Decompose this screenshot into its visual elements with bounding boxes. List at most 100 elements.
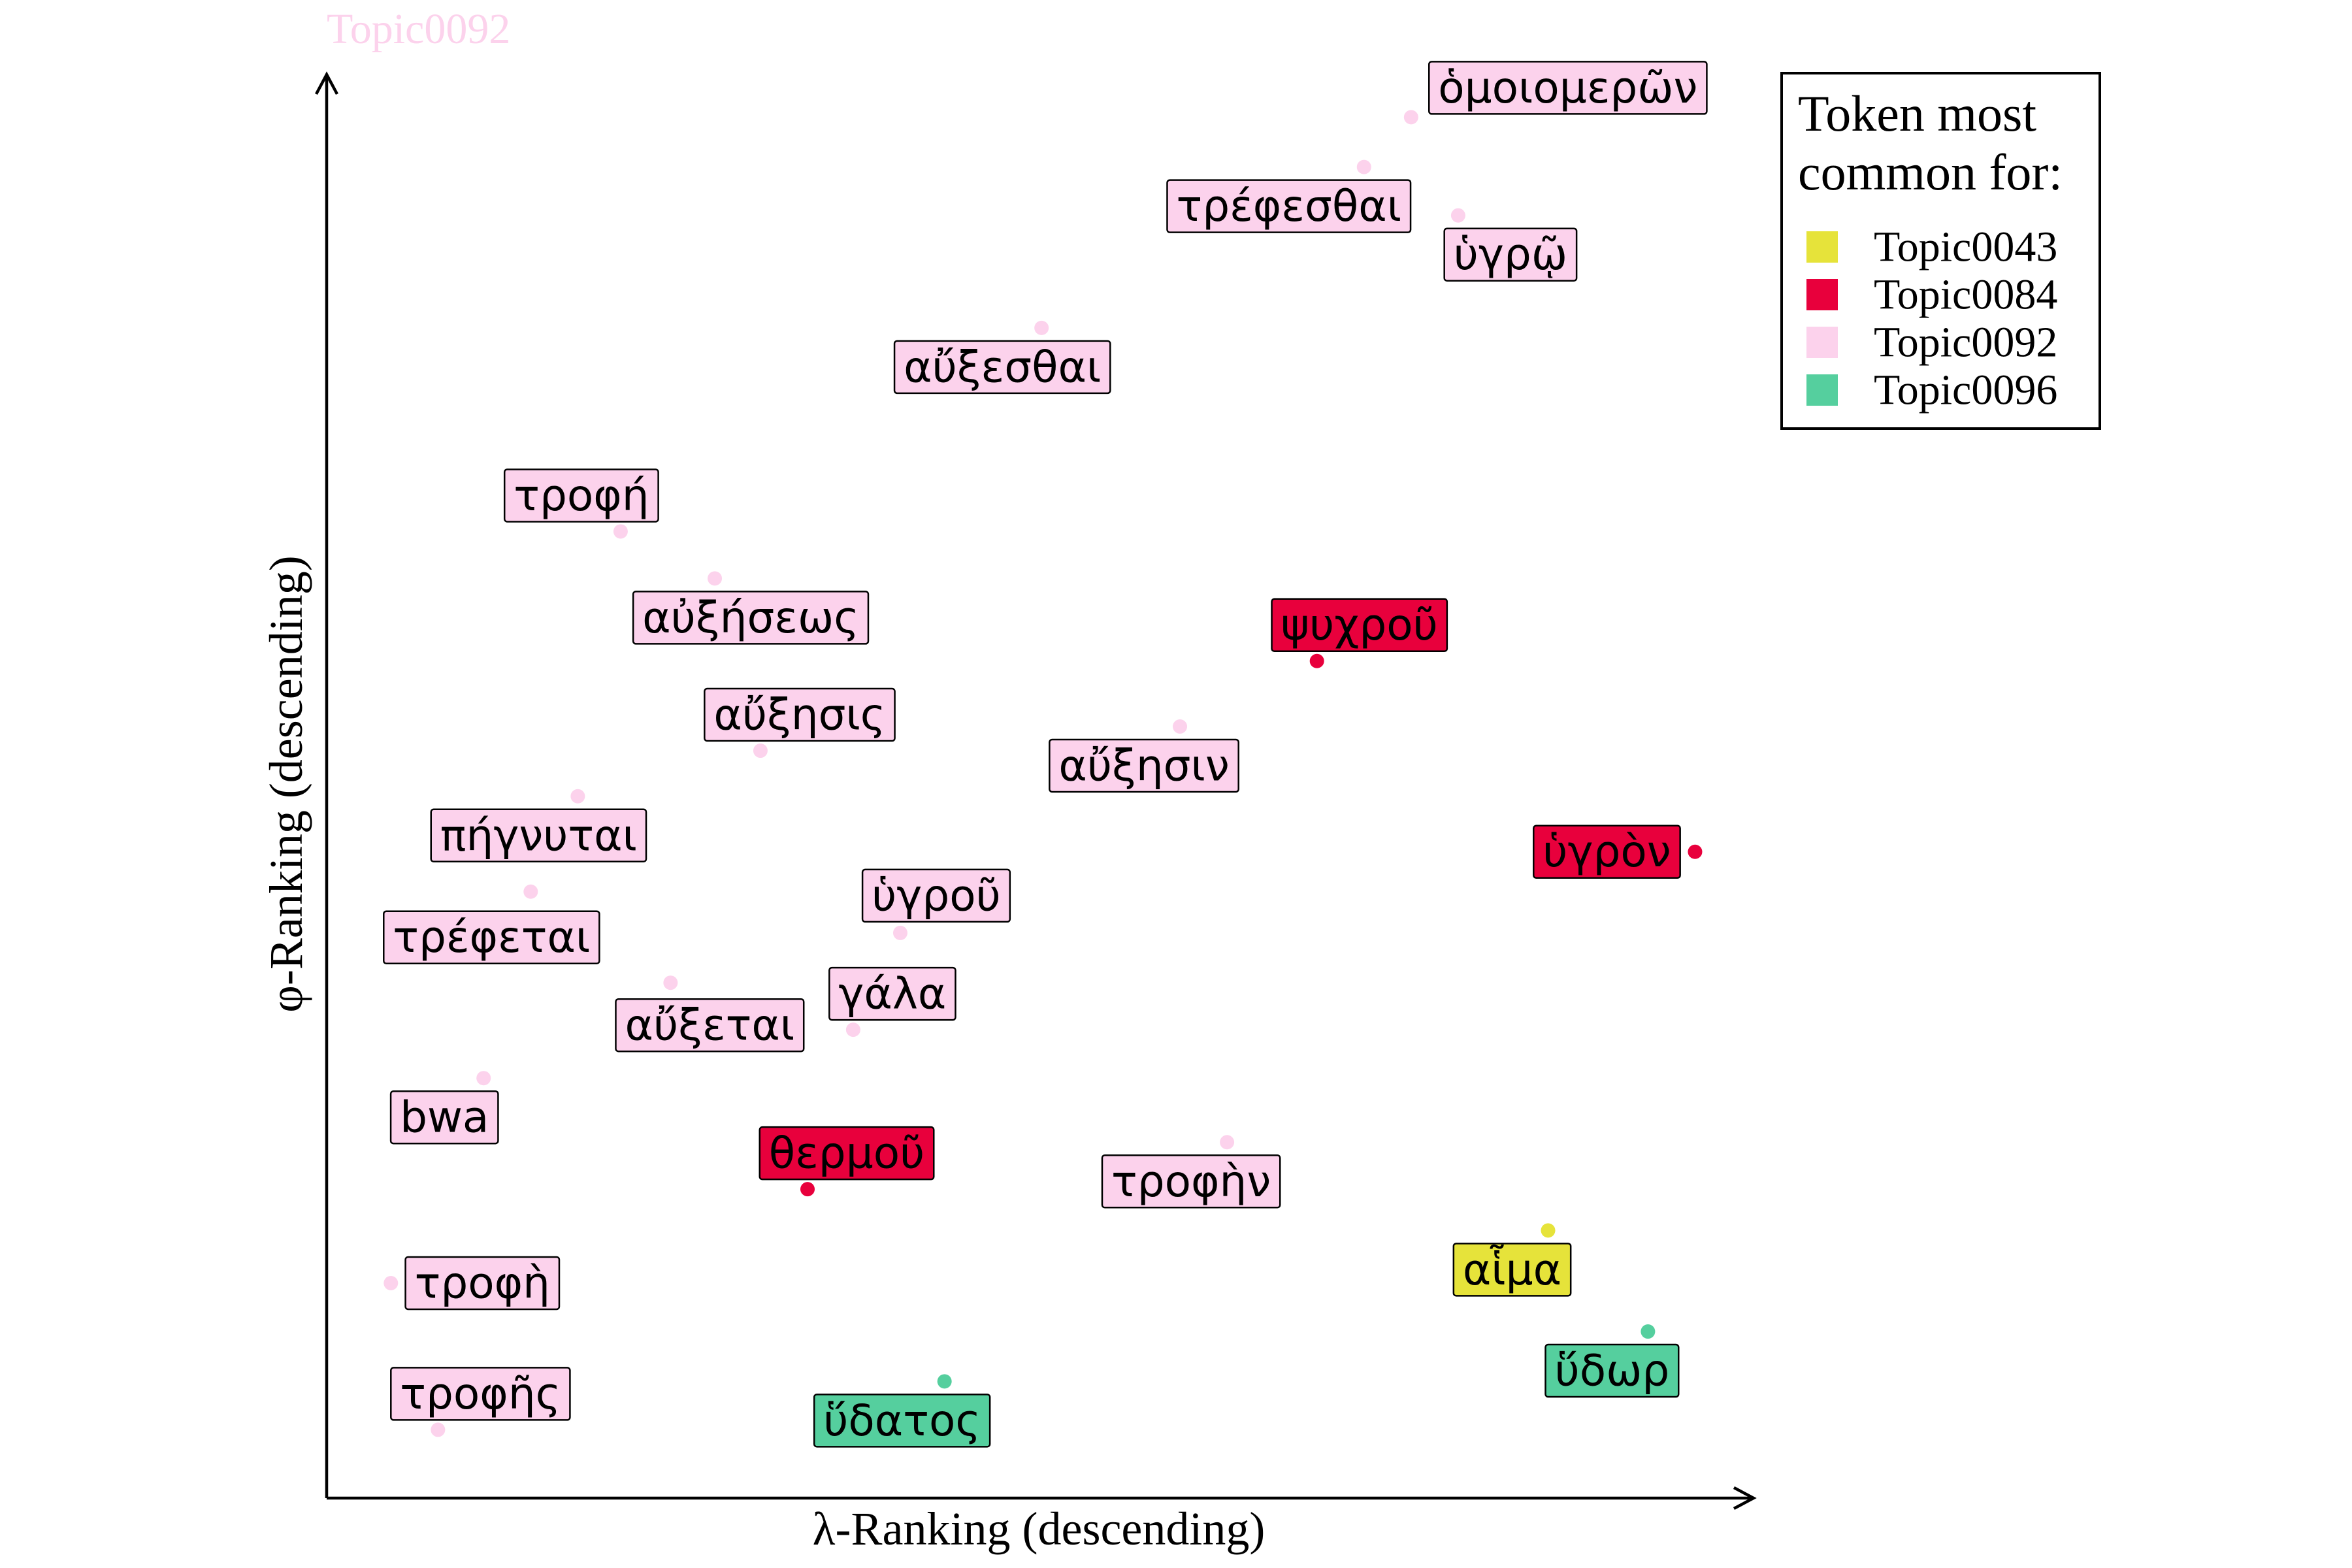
token-label-text: ὁμοιομερῶν xyxy=(1438,63,1697,113)
data-point xyxy=(1403,110,1418,125)
token-label-text: γάλα xyxy=(838,969,946,1019)
token-label-text: αὔξησιν xyxy=(1058,740,1229,791)
token-label-text: τροφὴ xyxy=(415,1258,550,1308)
token-label-text: ὑγρῷ xyxy=(1454,229,1567,280)
token-label-box xyxy=(632,591,870,645)
token-label: ὑγροῦ xyxy=(861,868,1011,923)
token-label-box xyxy=(1533,825,1681,879)
token-label-box xyxy=(1443,227,1578,282)
token-label: θερμοῦ xyxy=(759,1126,935,1181)
token-label: αἷμα xyxy=(1452,1243,1572,1297)
legend: Token most common for: Topic0043Topic008… xyxy=(1780,72,2101,430)
legend-label: Topic0092 xyxy=(1874,319,2057,367)
data-point xyxy=(1034,320,1049,335)
token-label-box xyxy=(1544,1343,1680,1398)
token-label-box xyxy=(1049,738,1239,793)
data-points xyxy=(384,110,1703,1437)
token-label-text: τροφή xyxy=(514,470,649,521)
token-label: ψυχροῦ xyxy=(1271,598,1448,652)
token-label-box xyxy=(1271,598,1448,652)
legend-label: Topic0096 xyxy=(1874,367,2057,414)
legend-title-line-2: common for: xyxy=(1798,144,2063,201)
token-label-text: αὐξήσεως xyxy=(642,593,859,643)
legend-swatch xyxy=(1806,231,1838,263)
token-label: τροφή xyxy=(503,468,659,523)
data-point xyxy=(523,884,538,899)
token-label-box xyxy=(893,340,1111,395)
token-label: τροφὴν xyxy=(1101,1154,1281,1209)
token-label-text: ὑγροῦ xyxy=(872,870,1001,921)
token-label-text: ὕδατος xyxy=(823,1396,981,1446)
data-point xyxy=(1450,208,1465,223)
token-label-box xyxy=(430,808,647,863)
token-label-text: αἷμα xyxy=(1463,1245,1561,1295)
data-labels: ὁμοιομερῶν τρέφεσθαι ὑγρῷ αὔξεσθαι τροφή αὐξή… xyxy=(383,61,1708,1448)
token-label-text: ψυχροῦ xyxy=(1281,600,1438,650)
data-point xyxy=(1356,159,1371,174)
token-label-box xyxy=(1166,179,1412,233)
token-label-text: αὔξεται xyxy=(625,1000,794,1051)
token-label-box xyxy=(1452,1243,1572,1297)
token-label: ὁμοιομερῶν xyxy=(1428,61,1708,115)
token-label: τροφὴ xyxy=(404,1256,561,1311)
data-point xyxy=(1541,1223,1556,1238)
token-label-box xyxy=(383,910,600,964)
data-point xyxy=(431,1422,446,1437)
token-label: τρέφεσθαι xyxy=(1166,179,1412,233)
token-label-box xyxy=(503,468,659,523)
data-point xyxy=(845,1022,860,1037)
data-point xyxy=(937,1374,952,1389)
y-axis-arrowhead xyxy=(315,71,338,95)
token-label: αὔξησιν xyxy=(1049,738,1239,793)
legend-label: Topic0043 xyxy=(1874,223,2057,271)
data-point xyxy=(1173,719,1188,734)
token-label-text: τρέφεται xyxy=(393,912,590,962)
token-label: γάλα xyxy=(828,966,956,1021)
token-label-text: τρέφεσθαι xyxy=(1176,181,1401,231)
token-label-text: τροφῆς xyxy=(400,1369,561,1419)
token-label-text: πήγνυται xyxy=(440,810,637,860)
token-label: αὐξήσεως xyxy=(632,591,870,645)
token-label-box xyxy=(759,1126,935,1181)
token-label: ὑγρῷ xyxy=(1443,227,1578,282)
token-label-box xyxy=(389,1090,499,1145)
token-label-box xyxy=(390,1367,571,1421)
token-label: αὔξεσθαι xyxy=(893,340,1111,395)
token-label-box xyxy=(813,1394,991,1448)
token-label-text: θερμοῦ xyxy=(769,1128,925,1179)
token-label-text: αὔξεσθαι xyxy=(904,342,1101,392)
token-label-text: αὔξησις xyxy=(713,690,885,740)
data-point xyxy=(800,1182,815,1197)
token-label: αὔξεται xyxy=(615,998,805,1053)
token-label-box xyxy=(615,998,805,1053)
token-label: ὕδατος xyxy=(813,1394,991,1448)
x-axis-label: λ-Ranking (descending) xyxy=(813,1503,1266,1555)
token-label: αὔξησις xyxy=(704,687,896,742)
token-label-box xyxy=(828,966,956,1021)
token-label-text: τροφὴν xyxy=(1111,1156,1271,1207)
data-point xyxy=(1688,844,1703,859)
data-point xyxy=(384,1275,399,1290)
token-label-box xyxy=(404,1256,561,1311)
token-label-box xyxy=(1101,1154,1281,1209)
data-point xyxy=(613,524,628,539)
token-label-text: ὑγρὸν xyxy=(1543,826,1671,877)
token-label-box xyxy=(861,868,1011,923)
data-point xyxy=(663,975,678,990)
legend-swatch xyxy=(1806,279,1838,310)
axes: λ-Ranking (descending) φ-Ranking (descen… xyxy=(260,71,1757,1555)
data-point xyxy=(708,571,723,586)
data-point xyxy=(753,743,768,759)
data-point xyxy=(570,789,585,804)
token-label: τρέφεται xyxy=(383,910,600,964)
legend-label: Topic0084 xyxy=(1874,271,2057,319)
token-label: πήγνυται xyxy=(430,808,647,863)
legend-swatch xyxy=(1806,327,1838,358)
y-axis-label: φ-Ranking (descending) xyxy=(260,555,312,1012)
chart-title: Topic0092 xyxy=(327,5,510,53)
data-point xyxy=(1309,653,1324,668)
token-label: ὑγρὸν xyxy=(1533,825,1681,879)
data-point xyxy=(476,1071,491,1086)
